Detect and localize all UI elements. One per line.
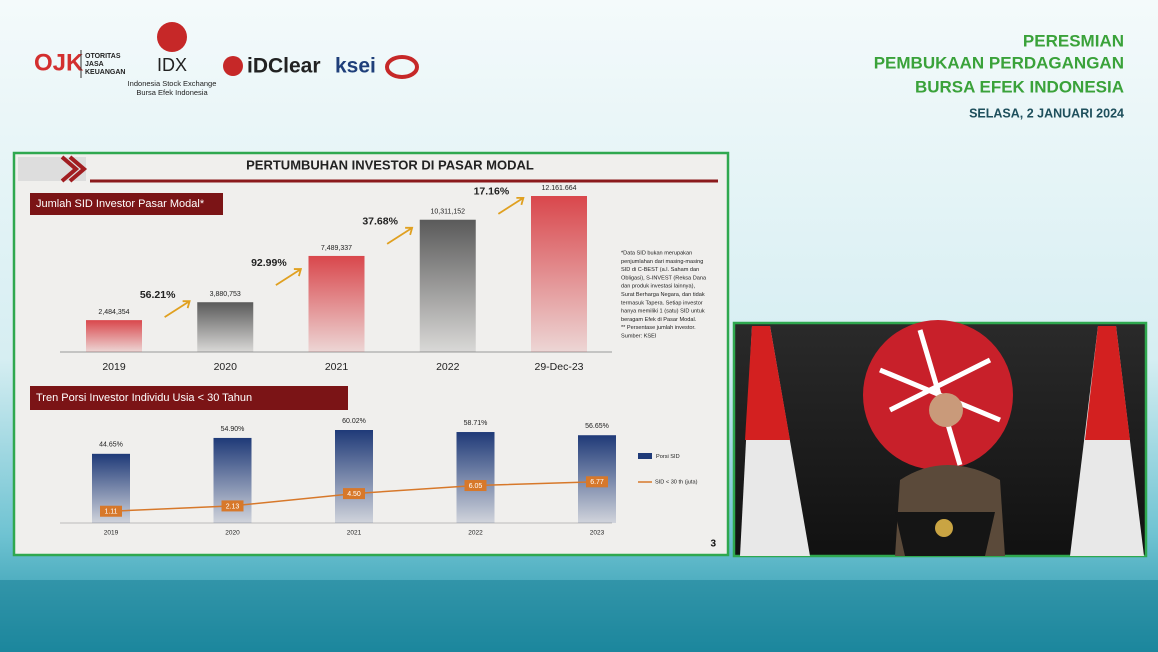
bar [419,219,476,352]
footnote-line: ** Persentase jumlah investor. [621,325,696,331]
legend-label: Porsi SID [656,454,680,460]
idclear-icon [223,56,243,76]
ksei-icon [385,55,419,79]
slide-chevron [60,155,88,183]
line-marker [586,476,608,488]
growth-arrow [497,196,525,215]
line-label: 4.50 [347,491,361,498]
value-label: 56.65% [585,423,609,430]
line-label: 6.05 [469,483,483,490]
line-marker [464,480,487,492]
legend-swatch [638,453,652,459]
footnote-line: Obligasi), S-INVEST (Reksa Dana [621,275,707,281]
category-label: 2022 [436,361,460,373]
page-number: 3 [710,539,716,550]
header-date: SELASA, 2 JANUARI 2024 [969,106,1124,120]
category-label: 2022 [468,530,483,537]
flag [1085,326,1130,440]
footnote-line: Surat Berharga Negara, dan tidak [621,292,705,298]
bar [197,302,254,352]
category-label: 29-Dec-23 [534,361,583,373]
ojk-text: OTORITAS [85,53,121,60]
line-marker [100,505,122,517]
bar [308,255,365,352]
category-label: 2020 [225,530,240,537]
line-label: 1.11 [104,509,117,516]
podium-emblem [935,519,953,537]
idx-text: Bursa Efek Indonesia [136,88,208,97]
footnote-line: Sumber: KSEI [621,333,657,339]
growth-arrow [164,300,191,318]
footnote-line: *Data SID bukan merupakan [621,250,692,256]
line-label: 2.13 [226,503,240,510]
idclear-name: iDClear [247,55,321,78]
bar [335,430,373,523]
flag [1070,326,1144,556]
growth-arrow [275,268,303,286]
line-marker [343,488,365,500]
growth-label: 56.21% [140,289,176,301]
category-label: 2019 [104,530,119,537]
value-label: 7,489,337 [321,245,352,252]
category-label: 2019 [102,361,126,373]
flag [745,326,790,440]
bar [86,320,142,352]
category-label: 2020 [214,361,238,373]
footnote-line: penjumlahan dari masing-masing [621,259,703,265]
section-title: Jumlah SID Investor Pasar Modal* [36,198,205,210]
ksei-name: ksei [335,55,376,78]
idx-globe [157,22,187,52]
ojk-text: JASA [85,61,104,68]
section-title: Tren Porsi Investor Individu Usia < 30 T… [36,392,252,404]
value-label: 54.90% [221,426,245,433]
legend-label: SID < 30 th (juta) [655,479,698,485]
growth-label: 37.68% [362,216,398,228]
bar [531,196,587,352]
line-marker [221,500,244,512]
bar [456,432,495,523]
idx-text: Indonesia Stock Exchange [128,79,217,88]
header-line: PERESMIAN [1023,31,1124,50]
footnote-line: beragam Efek di Pasar Modal. [621,317,697,323]
section-banner [30,193,223,215]
value-label: 3,880,753 [210,291,241,298]
footnote-line: dan produk investasi lainnya), [621,284,695,290]
speaker-head [929,393,963,427]
header-line: PEMBUKAAN PERDAGANGAN [874,53,1124,72]
growth-label: 17.16% [474,186,510,198]
idx-name: IDX [157,55,187,75]
footnote-line: SID di C-BEST (a.l. Saham dan [621,267,699,273]
footnote-line: termasuk Tapera. Setiap investor [621,300,703,306]
value-label: 44.65% [99,442,123,449]
header: PERESMIAN PEMBUKAAN PERDAGANGAN BURSA EF… [874,31,1124,96]
ticker-band [0,580,1158,652]
value-label: 58.71% [464,420,488,427]
value-label: 12.161.664 [541,185,576,192]
value-label: 2,484,354 [98,309,129,316]
ojk-logo: OJK [34,49,84,76]
category-label: 2021 [325,361,349,373]
ojk-text: KEUANGAN [85,69,125,76]
footnote-line: hanya memiliki 1 (satu) SID untuk [621,309,705,315]
growth-label: 92.99% [251,257,287,269]
line-label: 6.77 [590,479,604,486]
slide-title: PERTUMBUHAN INVESTOR DI PASAR MODAL [246,157,534,172]
category-label: 2021 [347,530,362,537]
category-label: 2023 [590,530,605,537]
section-banner [30,386,348,410]
value-label: 10,311,152 [430,209,465,216]
growth-arrow [386,226,414,245]
value-label: 60.02% [342,418,366,425]
header-line: BURSA EFEK INDONESIA [915,77,1124,96]
